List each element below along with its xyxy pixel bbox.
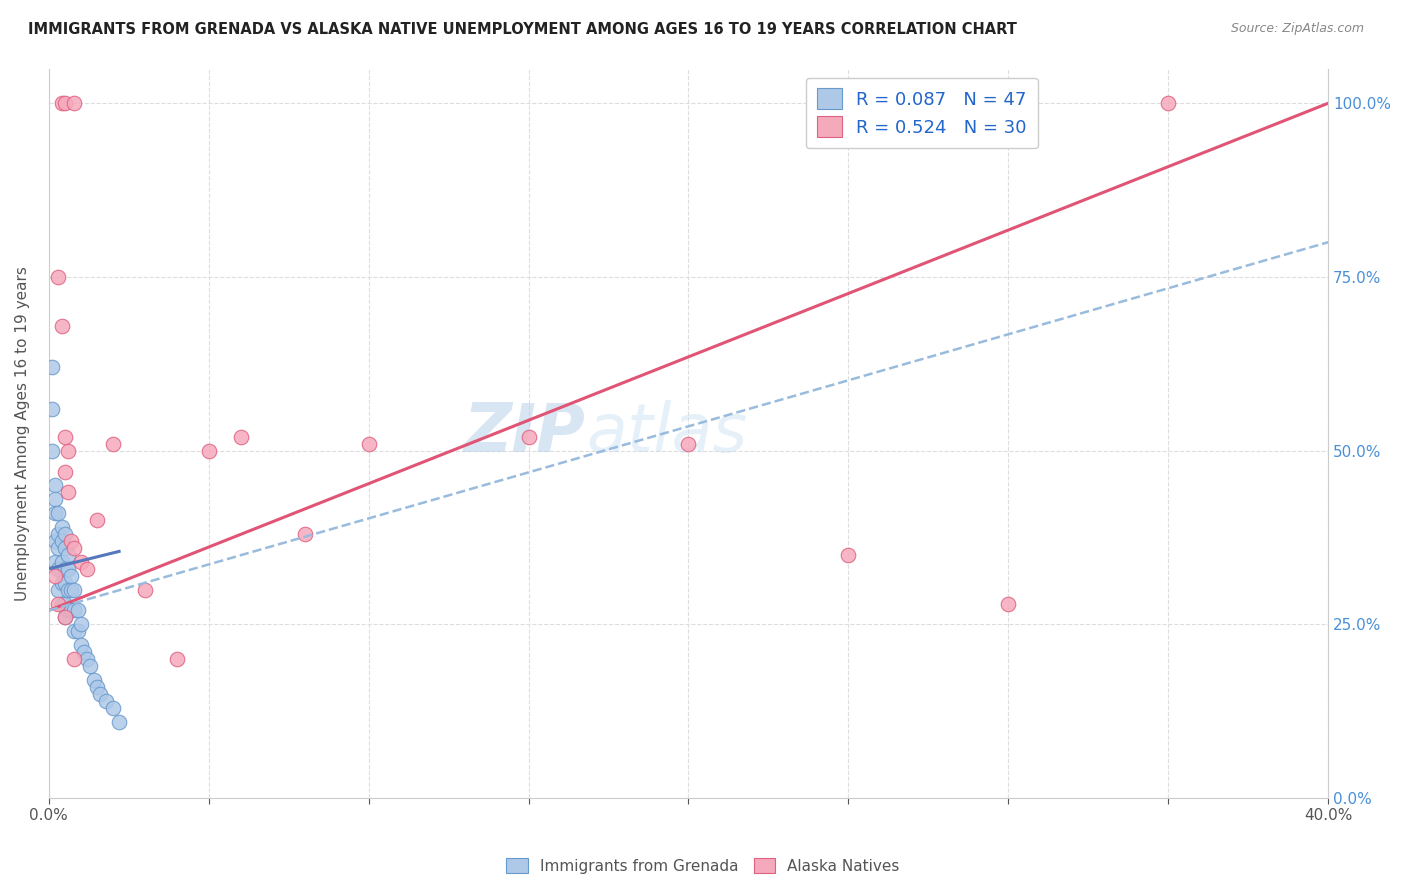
Point [51, 96, 73, 111]
Legend: R = 0.087   N = 47, R = 0.524   N = 30: R = 0.087 N = 47, R = 0.524 N = 30 [806, 78, 1038, 148]
Point [46, 527, 69, 541]
Point [53, 527, 76, 541]
Point [44, 533, 66, 548]
Point [197, 443, 219, 458]
Point [63, 603, 86, 617]
Point [44, 568, 66, 582]
Text: atlas: atlas [586, 401, 747, 467]
Point [41, 360, 63, 375]
Point [69, 638, 91, 652]
Point [46, 597, 69, 611]
Point [41, 443, 63, 458]
Point [51, 318, 73, 333]
Point [53, 465, 76, 479]
Point [69, 555, 91, 569]
Point [357, 436, 380, 450]
Y-axis label: Unemployment Among Ages 16 to 19 years: Unemployment Among Ages 16 to 19 years [15, 266, 30, 600]
Point [53, 541, 76, 555]
Point [294, 527, 316, 541]
Point [51, 575, 73, 590]
Point [46, 562, 69, 576]
Point [53, 610, 76, 624]
Point [44, 492, 66, 507]
Point [86, 680, 108, 694]
Point [101, 436, 124, 450]
Point [53, 575, 76, 590]
Text: Source: ZipAtlas.com: Source: ZipAtlas.com [1230, 22, 1364, 36]
Point [44, 506, 66, 520]
Point [63, 624, 86, 639]
Point [79, 659, 101, 673]
Point [63, 541, 86, 555]
Point [101, 700, 124, 714]
Point [60, 603, 83, 617]
Point [44, 478, 66, 492]
Point [66, 624, 89, 639]
Point [56, 603, 79, 617]
Point [41, 401, 63, 416]
Point [134, 582, 156, 597]
Point [997, 597, 1019, 611]
Point [1157, 96, 1180, 111]
Point [53, 562, 76, 576]
Point [51, 520, 73, 534]
Point [229, 430, 252, 444]
Point [60, 533, 83, 548]
Point [53, 597, 76, 611]
Point [66, 603, 89, 617]
Point [53, 610, 76, 624]
Point [63, 652, 86, 666]
Point [56, 485, 79, 500]
Text: IMMIGRANTS FROM GRENADA VS ALASKA NATIVE UNEMPLOYMENT AMONG AGES 16 TO 19 YEARS : IMMIGRANTS FROM GRENADA VS ALASKA NATIVE… [28, 22, 1017, 37]
Point [51, 597, 73, 611]
Point [60, 568, 83, 582]
Point [83, 673, 105, 687]
Point [44, 555, 66, 569]
Point [63, 582, 86, 597]
Point [76, 652, 98, 666]
Point [69, 617, 91, 632]
Point [56, 443, 79, 458]
Point [166, 652, 188, 666]
Point [56, 582, 79, 597]
Point [837, 548, 859, 562]
Text: ZIP: ZIP [464, 401, 586, 467]
Point [86, 513, 108, 527]
Point [46, 506, 69, 520]
Point [51, 533, 73, 548]
Point [46, 269, 69, 284]
Point [51, 555, 73, 569]
Point [678, 436, 700, 450]
Point [46, 541, 69, 555]
Point [76, 562, 98, 576]
Point [56, 548, 79, 562]
Point [60, 582, 83, 597]
Point [108, 714, 131, 729]
Point [89, 687, 111, 701]
Point [63, 96, 86, 111]
Point [73, 645, 96, 659]
Point [96, 694, 118, 708]
Point [53, 430, 76, 444]
Point [56, 562, 79, 576]
Point [46, 582, 69, 597]
Point [517, 430, 540, 444]
Point [53, 96, 76, 111]
Legend: Immigrants from Grenada, Alaska Natives: Immigrants from Grenada, Alaska Natives [501, 852, 905, 880]
